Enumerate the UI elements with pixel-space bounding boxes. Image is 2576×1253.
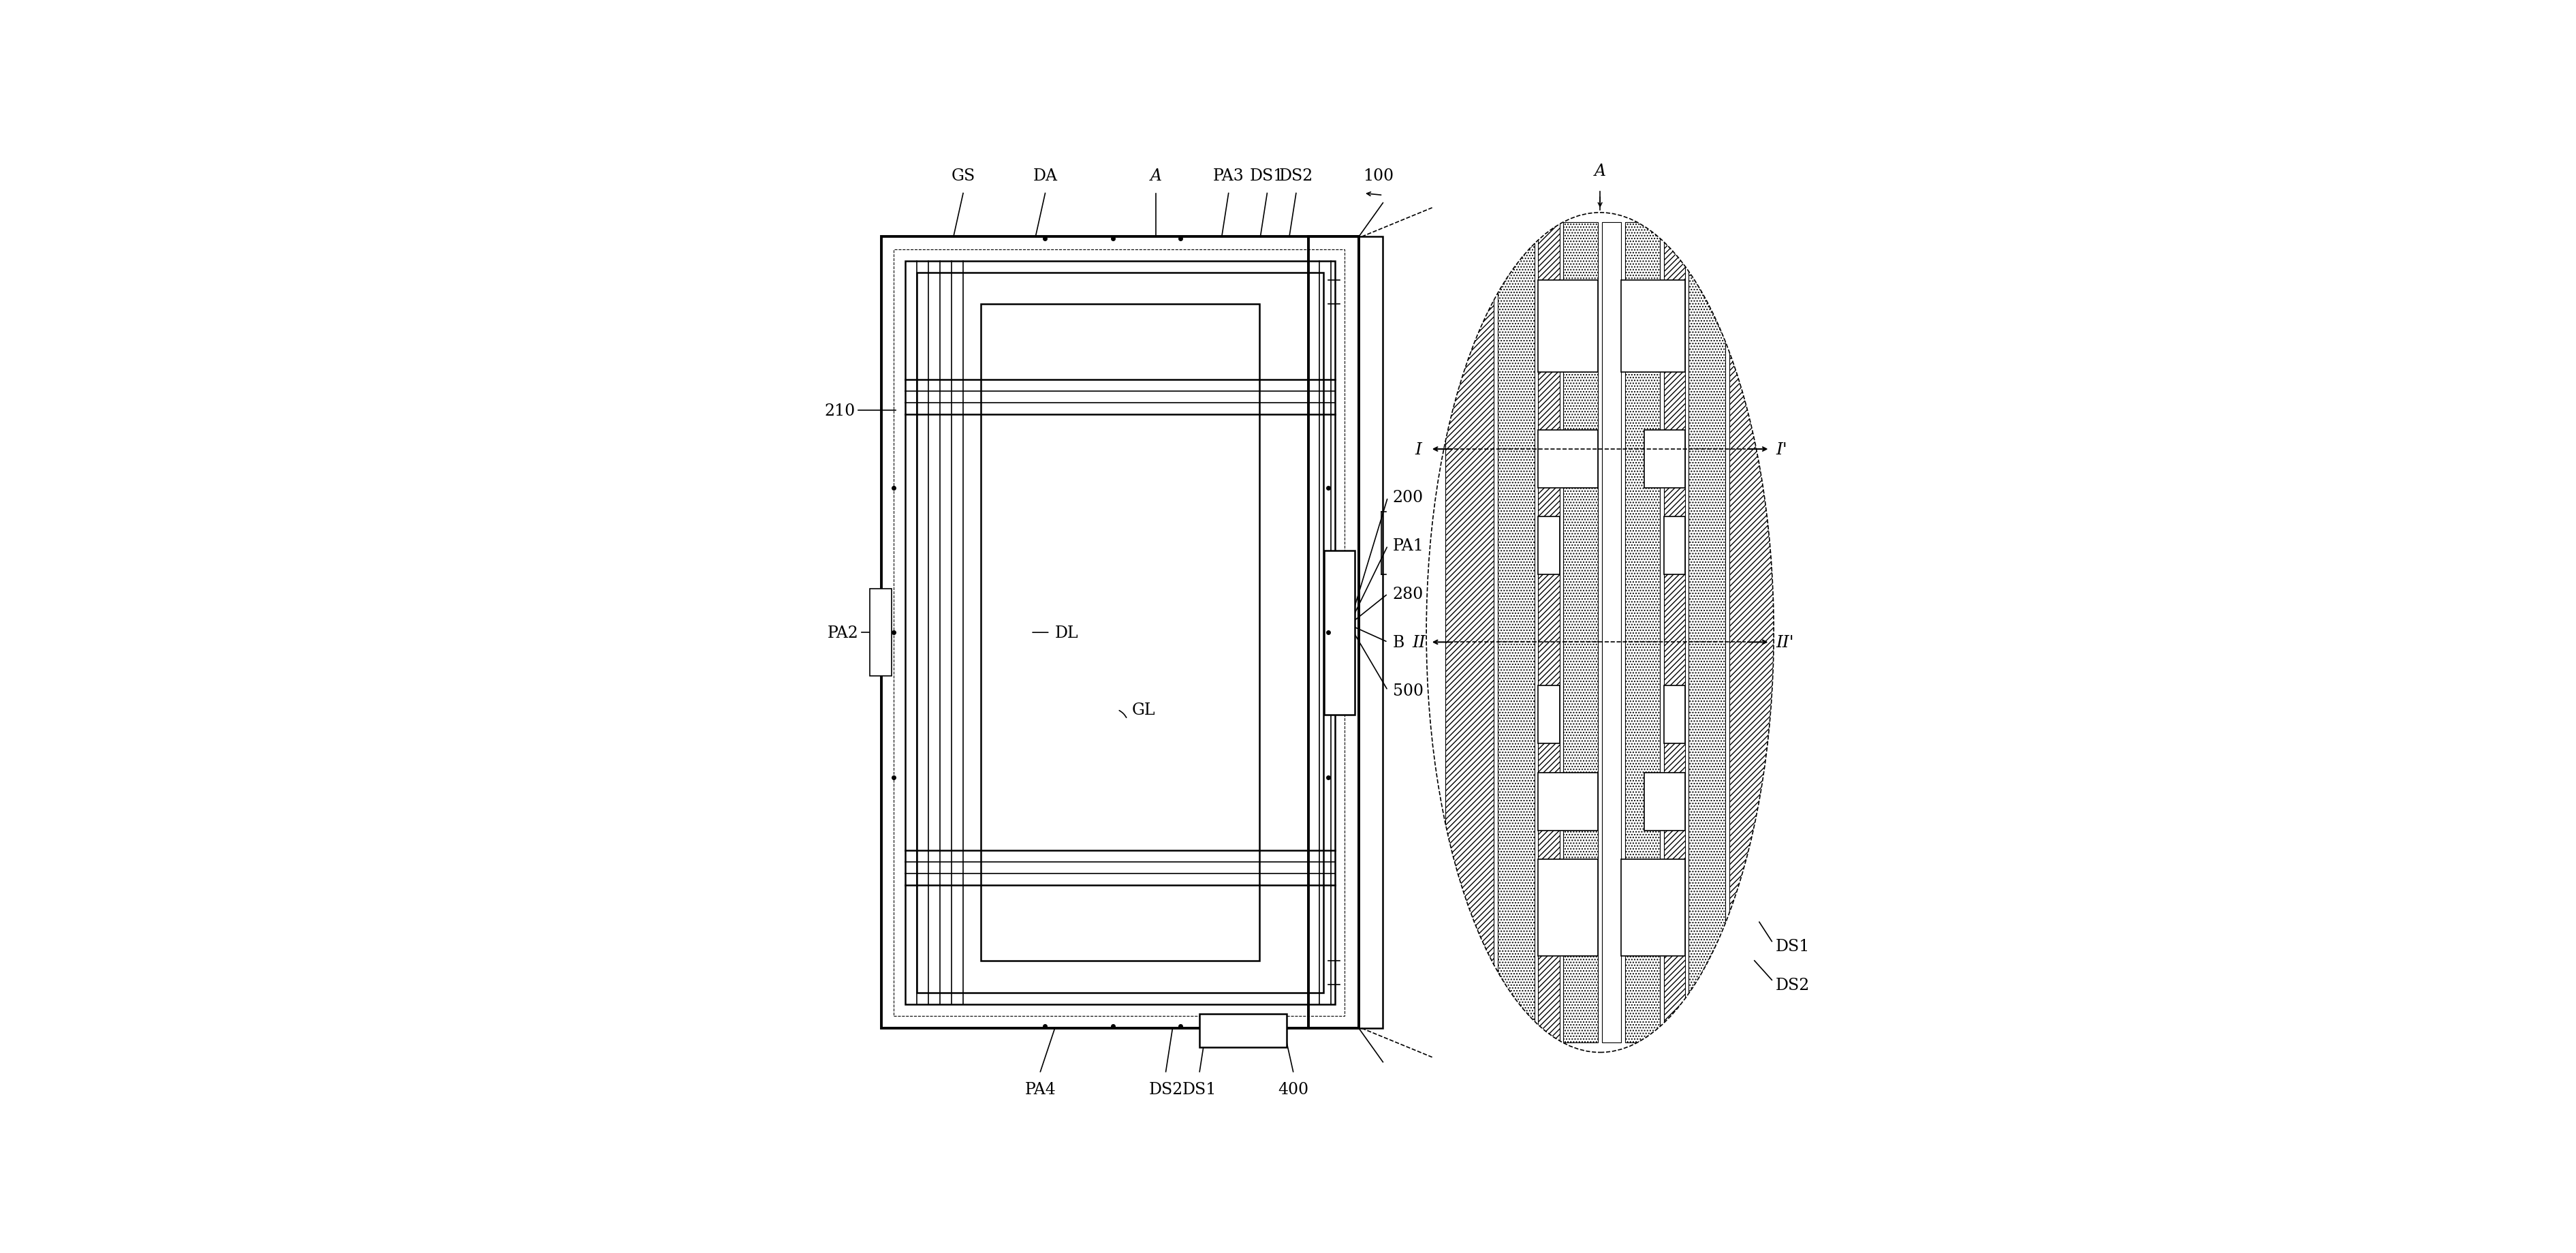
Text: 280: 280 <box>1394 586 1425 601</box>
Text: DL: DL <box>1054 625 1079 640</box>
Text: DA: DA <box>1033 168 1056 184</box>
Bar <box>1309 237 1358 1029</box>
Bar <box>1625 223 1659 1042</box>
Text: DS2: DS2 <box>1775 977 1811 992</box>
Text: 210: 210 <box>824 403 855 419</box>
Bar <box>1538 223 1558 1042</box>
Text: A: A <box>1595 164 1605 179</box>
Bar <box>1538 860 1597 956</box>
Bar <box>1643 773 1685 831</box>
Text: 400: 400 <box>1278 1081 1309 1098</box>
Text: DS2: DS2 <box>1149 1081 1182 1098</box>
Bar <box>871 589 891 677</box>
Bar <box>1324 551 1355 714</box>
Bar <box>1664 685 1685 744</box>
Bar <box>1664 223 1685 1042</box>
Text: DS2: DS2 <box>1278 168 1314 184</box>
Text: 200: 200 <box>1394 490 1425 505</box>
Bar <box>1538 773 1597 831</box>
Text: I: I <box>1414 441 1422 457</box>
Text: DS1: DS1 <box>1249 168 1285 184</box>
Text: DS1: DS1 <box>1775 938 1811 955</box>
Bar <box>1538 281 1597 372</box>
Bar <box>981 304 1260 961</box>
Text: PA4: PA4 <box>1025 1081 1056 1098</box>
Text: I': I' <box>1775 441 1788 457</box>
Text: DS1: DS1 <box>1182 1081 1216 1098</box>
Bar <box>1664 517 1685 575</box>
Bar <box>1620 281 1685 372</box>
Bar <box>917 273 1324 992</box>
Text: B: B <box>1394 634 1404 650</box>
Text: GS: GS <box>951 168 976 184</box>
Text: A: A <box>1151 168 1162 184</box>
Bar <box>1497 223 1535 1042</box>
Text: PA1: PA1 <box>1394 538 1425 554</box>
Bar <box>904 262 1334 1004</box>
Text: II': II' <box>1777 634 1795 650</box>
Bar <box>1358 237 1383 1029</box>
Bar <box>1538 430 1597 487</box>
Bar <box>1690 223 1726 1042</box>
Text: II: II <box>1412 634 1425 650</box>
Bar <box>1538 517 1558 575</box>
Bar <box>1643 430 1685 487</box>
Bar <box>1200 1014 1285 1048</box>
Text: PA3: PA3 <box>1213 168 1244 184</box>
Bar <box>1538 685 1558 744</box>
Bar <box>1445 223 1494 1042</box>
Text: 100: 100 <box>1363 168 1394 184</box>
Text: 500: 500 <box>1394 683 1422 698</box>
Bar <box>1602 223 1620 1042</box>
Bar <box>881 237 1358 1029</box>
Ellipse shape <box>1427 213 1775 1053</box>
Text: GL: GL <box>1131 702 1157 718</box>
Bar <box>1564 223 1597 1042</box>
Bar <box>894 249 1345 1016</box>
Bar <box>1728 223 1777 1042</box>
Bar <box>1620 860 1685 956</box>
Text: PA2: PA2 <box>827 625 858 640</box>
